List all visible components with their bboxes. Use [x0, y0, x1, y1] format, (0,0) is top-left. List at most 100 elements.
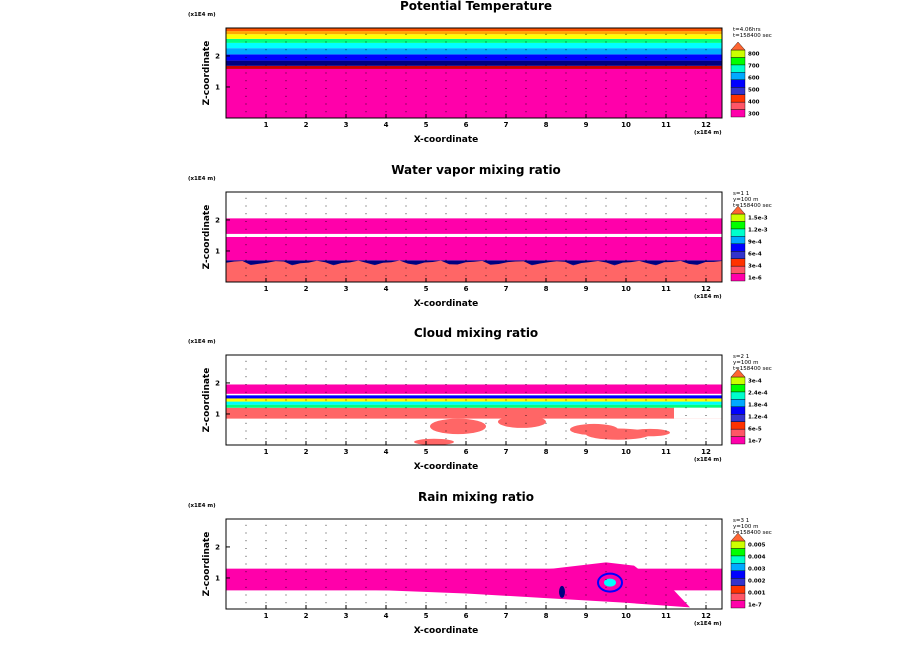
grid-dot — [265, 228, 267, 230]
x-axis-label: X-coordinate — [414, 299, 479, 309]
grid-dot — [485, 360, 487, 362]
grid-dot — [665, 391, 667, 393]
grid-dot — [265, 540, 267, 542]
grid-dot — [685, 259, 687, 261]
grid-dot — [485, 228, 487, 230]
grid-dot — [545, 532, 547, 534]
grid-dot — [485, 586, 487, 588]
grid-dot — [285, 532, 287, 534]
grid-dot — [465, 275, 467, 277]
colorbar-cell — [730, 72, 746, 80]
x-tick-label: 11 — [661, 612, 671, 620]
grid-dot — [525, 524, 527, 526]
grid-dot — [365, 111, 367, 113]
grid-dot — [605, 383, 607, 385]
info-line: y=100 m — [733, 360, 758, 366]
grid-dot — [445, 197, 447, 199]
grid-dot — [425, 383, 427, 385]
grid-dot — [605, 571, 607, 573]
grid-dot — [565, 399, 567, 401]
grid-dot — [385, 586, 387, 588]
grid-dot — [505, 64, 507, 66]
info-line: t=158400 sec — [733, 33, 772, 39]
grid-dot — [705, 532, 707, 534]
grid-dot — [505, 88, 507, 90]
grid-dot — [585, 267, 587, 269]
grid-dot — [345, 252, 347, 254]
grid-dot — [285, 586, 287, 588]
grid-dot — [265, 438, 267, 440]
grid-dot — [605, 259, 607, 261]
grid-dot — [285, 228, 287, 230]
grid-dot — [685, 252, 687, 254]
grid-dot — [705, 399, 707, 401]
grid-dot — [265, 252, 267, 254]
grid-dot — [625, 547, 627, 549]
grid-dot — [505, 259, 507, 261]
grid-dot — [445, 205, 447, 207]
colorbar-cell — [730, 221, 746, 230]
colorbar-label: 300 — [748, 111, 760, 117]
grid-dot — [485, 259, 487, 261]
grid-dot — [445, 88, 447, 90]
grid-dot — [305, 415, 307, 417]
grid-dot — [325, 376, 327, 378]
grid-dot — [365, 33, 367, 35]
grid-dot — [665, 586, 667, 588]
grid-dot — [525, 540, 527, 542]
grid-dot — [505, 579, 507, 581]
x-tick-label: 8 — [544, 121, 549, 129]
grid-dot — [645, 430, 647, 432]
info-line: t=4.06hrs — [733, 27, 761, 33]
grid-dot — [685, 103, 687, 105]
grid-dot — [365, 228, 367, 230]
grid-dot — [405, 259, 407, 261]
grid-dot — [485, 376, 487, 378]
field-band-2 — [226, 65, 722, 69]
grid-dot — [525, 594, 527, 596]
panel-1: Potential Temperature(x1E4 m)1 2 3 4 5 6 7 8 9 10… — [188, 0, 772, 145]
grid-dot — [305, 399, 307, 401]
grid-dot — [465, 33, 467, 35]
grid-dot — [345, 236, 347, 238]
grid-dot — [365, 415, 367, 417]
x-tick-label: 10 — [621, 612, 631, 620]
grid-dot — [445, 33, 447, 35]
grid-dot — [385, 228, 387, 230]
field-band-1 — [226, 68, 722, 118]
grid-dot — [545, 111, 547, 113]
grid-dot — [565, 197, 567, 199]
grid-dot — [525, 103, 527, 105]
grid-dot — [265, 205, 267, 207]
grid-dot — [565, 563, 567, 565]
grid-dot — [545, 415, 547, 417]
grid-dot — [405, 547, 407, 549]
grid-dot — [505, 383, 507, 385]
grid-dot — [425, 407, 427, 409]
grid-dot — [265, 64, 267, 66]
grid-dot — [325, 368, 327, 370]
grid-dot — [485, 399, 487, 401]
grid-dot — [245, 547, 247, 549]
grid-dot — [665, 244, 667, 246]
grid-dot — [685, 383, 687, 385]
grid-dot — [605, 438, 607, 440]
grid-dot — [625, 407, 627, 409]
grid-dot — [485, 524, 487, 526]
grid-dot — [445, 111, 447, 113]
grid-dot — [485, 267, 487, 269]
grid-dot — [285, 64, 287, 66]
grid-dot — [445, 213, 447, 215]
grid-dot — [465, 383, 467, 385]
grid-dot — [625, 579, 627, 581]
grid-dot — [245, 267, 247, 269]
grid-dot — [705, 80, 707, 82]
grid-dot — [665, 547, 667, 549]
grid-dot — [525, 88, 527, 90]
grid-dot — [605, 579, 607, 581]
info-line: s=1 1 — [733, 191, 749, 197]
grid-dot — [445, 103, 447, 105]
info-line: t=158400 sec — [733, 203, 772, 209]
grid-dot — [585, 547, 587, 549]
x-tick-label: 5 — [424, 121, 429, 129]
